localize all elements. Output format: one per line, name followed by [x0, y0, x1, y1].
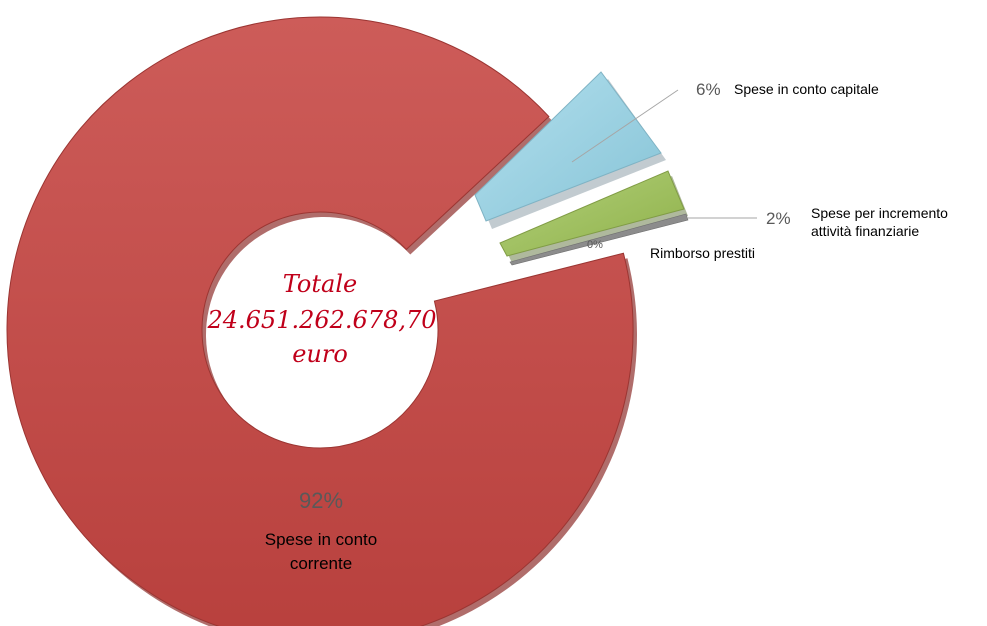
center-label-unit: euro — [292, 340, 348, 368]
data-label-attivita-line1: Spese per incremento — [811, 205, 948, 221]
data-label-correnti-line1: Spese in conto — [265, 530, 377, 549]
slice-spese-correnti[interactable] — [6, 16, 634, 626]
center-label-line1: Totale — [283, 270, 357, 298]
data-label-pct-correnti: 92% — [299, 488, 343, 513]
data-label-attivita-line2: attività finanziarie — [811, 223, 919, 239]
data-label-correnti-line2: corrente — [290, 554, 352, 573]
data-label-pct-capitale: 6% — [696, 80, 721, 99]
slice-attivita-finanziarie[interactable] — [499, 170, 685, 257]
data-label-pct-rimborso: 0% — [587, 239, 603, 251]
slice-spese-capitale[interactable] — [474, 71, 662, 222]
slice-rimborso-prestiti[interactable] — [509, 213, 689, 266]
data-label-pct-attivita: 2% — [766, 209, 791, 228]
data-label-rimborso: Rimborso prestiti — [650, 245, 755, 261]
leader-line-capitale — [571, 89, 679, 163]
data-label-capitale: Spese in conto capitale — [734, 81, 879, 97]
center-label-total: 24.651.262.678,70 — [206, 306, 436, 334]
